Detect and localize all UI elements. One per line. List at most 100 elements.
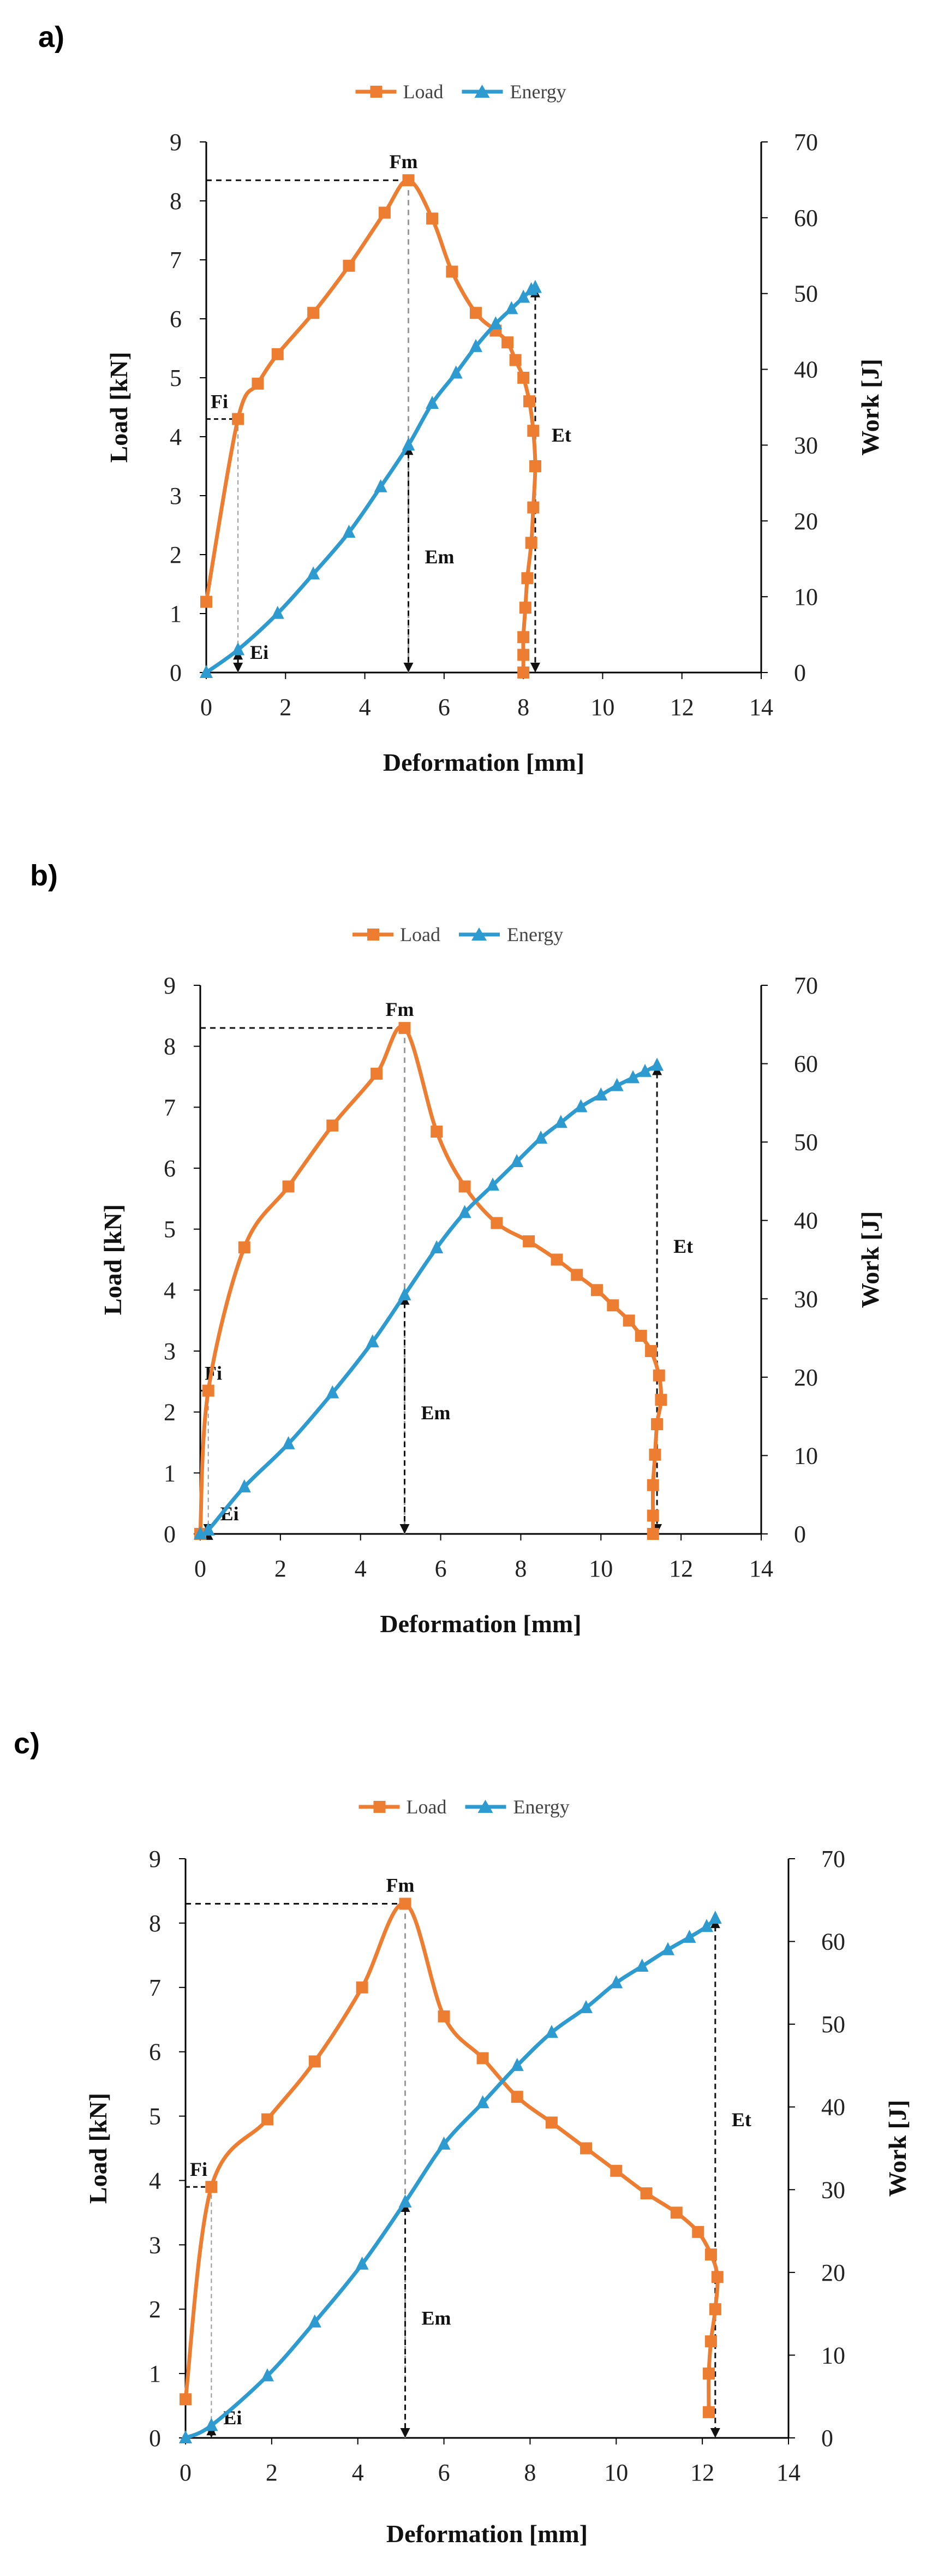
- y-tick-label: 3: [170, 483, 182, 509]
- load-point: [399, 1897, 411, 1910]
- y2-tick-label: 60: [794, 205, 818, 231]
- load-point: [517, 372, 530, 384]
- y-tick-label: 2: [164, 1399, 176, 1426]
- series-load: [200, 174, 541, 679]
- x-tick-label: 14: [749, 694, 773, 721]
- x-tick-label: 6: [438, 2459, 450, 2486]
- annotation-et: Et: [552, 424, 571, 446]
- energy-point: [638, 1063, 652, 1077]
- x-axis-title: Deformation [mm]: [380, 1610, 581, 1638]
- load-point: [402, 174, 415, 187]
- guide-lines: [206, 179, 540, 673]
- guide-lines: [186, 1903, 720, 2438]
- load-point: [326, 1119, 339, 1132]
- legend-label-energy: Energy: [507, 924, 563, 945]
- y-tick-label: 5: [164, 1216, 176, 1243]
- y-tick-label: 0: [164, 1521, 176, 1548]
- energy-point: [610, 1078, 624, 1091]
- y-tick-label: 3: [149, 2232, 161, 2258]
- legend-load-marker: [367, 929, 379, 941]
- y-tick-label: 7: [170, 247, 182, 273]
- energy-point: [179, 2430, 192, 2443]
- load-point: [517, 649, 530, 661]
- energy-point: [201, 1522, 215, 1536]
- energy-point: [626, 1070, 640, 1084]
- y-tick-label: 8: [149, 1910, 161, 1937]
- y-tick-label: 0: [149, 2425, 161, 2452]
- legend-label-energy: Energy: [510, 81, 566, 103]
- y2-tick-label: 40: [794, 356, 818, 383]
- y2-tick-label: 20: [794, 1364, 818, 1391]
- legend-load-marker: [373, 1801, 386, 1813]
- load-point: [640, 2187, 653, 2200]
- load-point: [232, 413, 244, 425]
- energy-point: [517, 289, 530, 303]
- load-point: [511, 2091, 523, 2103]
- x-tick-label: 2: [279, 694, 291, 721]
- load-point: [446, 265, 458, 278]
- x-tick-label: 12: [690, 2459, 714, 2486]
- y-tick-label: 8: [164, 1033, 176, 1060]
- load-point: [356, 1981, 368, 1994]
- load-point: [527, 501, 540, 514]
- y-tick-label: 6: [149, 2039, 161, 2066]
- energy-point: [398, 1287, 411, 1301]
- load-point: [704, 2248, 717, 2261]
- load-point: [501, 336, 514, 349]
- x-tick-label: 4: [352, 2459, 364, 2486]
- y-axis-title: Load [kN]: [84, 2093, 112, 2204]
- y-tick-label: 6: [170, 306, 182, 332]
- y2-tick-label: 30: [794, 1286, 818, 1312]
- load-point: [491, 1217, 503, 1229]
- guide-lines: [200, 1027, 662, 1540]
- series-load: [194, 1022, 667, 1540]
- energy-point: [449, 365, 463, 379]
- load-point: [709, 2303, 721, 2316]
- load-point: [202, 1384, 214, 1397]
- ei-arrow-head-bottom: [233, 663, 243, 673]
- energy-point: [476, 2095, 489, 2109]
- legend-label-energy: Energy: [513, 1796, 570, 1818]
- legend-label-load: Load: [407, 1796, 447, 1818]
- panel-label: c): [14, 1727, 40, 1760]
- x-tick-label: 2: [274, 1555, 286, 1582]
- energy-point: [545, 2025, 558, 2038]
- y2-axis-title: Work [J]: [856, 1211, 884, 1308]
- y2-tick-label: 10: [794, 584, 818, 610]
- y2-tick-label: 60: [821, 1929, 845, 1955]
- y-tick-label: 1: [149, 2360, 161, 2387]
- x-tick-label: 4: [359, 694, 371, 721]
- energy-point: [437, 2136, 451, 2150]
- em-arrow-head-bottom: [400, 2428, 410, 2438]
- load-series-line: [183, 1901, 720, 2412]
- y-tick-label: 9: [149, 1846, 161, 1872]
- load-point: [551, 1253, 563, 1266]
- energy-point: [594, 1087, 608, 1100]
- energy-point: [307, 566, 320, 580]
- y2-tick-label: 40: [821, 2094, 845, 2121]
- load-point: [282, 1180, 295, 1193]
- energy-point: [326, 1385, 339, 1399]
- energy-point: [458, 1205, 471, 1218]
- x-tick-label: 8: [517, 694, 529, 721]
- load-point: [438, 2010, 450, 2022]
- load-point: [580, 2142, 593, 2155]
- energy-point: [700, 1919, 714, 1932]
- load-point: [398, 1022, 411, 1034]
- load-point: [431, 1126, 443, 1138]
- load-point: [545, 2116, 558, 2129]
- y2-tick-label: 0: [794, 659, 806, 686]
- energy-point: [260, 2368, 274, 2382]
- annotation-em: Em: [421, 1402, 450, 1424]
- load-point: [378, 206, 391, 219]
- y-axis-title: Load [kN]: [99, 1204, 127, 1315]
- x-axis-title: Deformation [mm]: [383, 748, 584, 776]
- y-tick-label: 3: [164, 1338, 176, 1365]
- load-point: [271, 348, 284, 360]
- x-tick-label: 4: [355, 1555, 367, 1582]
- x-tick-label: 12: [669, 1555, 693, 1582]
- y-tick-label: 2: [170, 542, 182, 568]
- panel-label: a): [38, 21, 64, 53]
